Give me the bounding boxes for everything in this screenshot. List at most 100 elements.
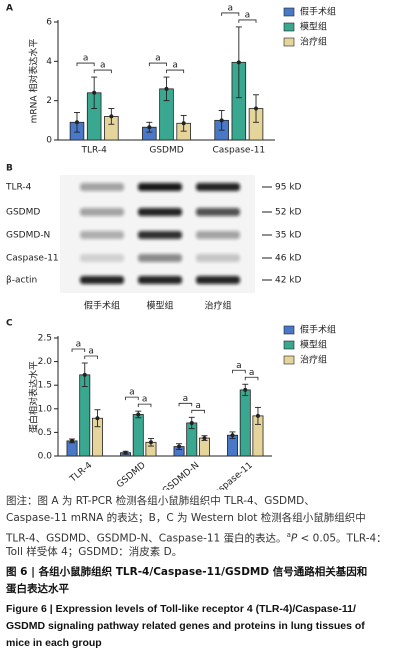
legend-swatch bbox=[283, 22, 295, 32]
significance-bracket bbox=[244, 376, 259, 381]
panel-label: B bbox=[6, 164, 13, 174]
data-point bbox=[136, 412, 141, 417]
caption-title-en: Figure 6 | Expression levels of Toll-lik… bbox=[6, 603, 356, 615]
legend-swatch bbox=[283, 340, 295, 350]
legend-label: 假手术组 bbox=[300, 6, 336, 18]
data-point bbox=[181, 121, 186, 126]
blot-band bbox=[80, 208, 124, 216]
bar bbox=[239, 389, 251, 457]
blot-size-label: 95 kD bbox=[275, 183, 302, 193]
significance-bracket bbox=[137, 403, 152, 408]
data-point bbox=[202, 436, 207, 441]
legend-label: 假手术组 bbox=[300, 324, 336, 336]
blot-lane-label: 假手术组 bbox=[84, 300, 120, 312]
x-tick-label: Caspase-11 bbox=[213, 146, 266, 156]
significance-bracket bbox=[178, 402, 193, 407]
data-point bbox=[164, 86, 169, 91]
y-axis-label: mRNA 相对表达水平 bbox=[28, 39, 40, 124]
legend-label: 模型组 bbox=[300, 21, 327, 33]
x-tick-label: GSDMD-N bbox=[161, 461, 201, 490]
blot-band bbox=[138, 231, 182, 239]
data-point bbox=[92, 90, 97, 95]
caption-title-en: GSDMD signaling pathway related genes an… bbox=[6, 620, 365, 632]
blot-band bbox=[196, 254, 240, 262]
blot-size-label: 35 kD bbox=[275, 231, 302, 241]
y-tick-label: 2.5 bbox=[38, 334, 52, 344]
note-text: TLR-4、GSDMD、GSDMD-N、Caspase-11 蛋白的表达。 bbox=[6, 532, 287, 545]
significance-label: a bbox=[76, 340, 82, 350]
significance-label: a bbox=[172, 61, 178, 71]
bar bbox=[132, 414, 144, 457]
x-tick-label: Caspase-11 bbox=[208, 461, 255, 490]
data-point bbox=[243, 387, 248, 392]
data-point bbox=[236, 60, 241, 65]
data-point bbox=[82, 372, 87, 377]
data-point bbox=[189, 420, 194, 425]
blot-band bbox=[196, 231, 240, 239]
blot-band bbox=[196, 276, 240, 284]
legend-label: 模型组 bbox=[300, 339, 327, 351]
x-tick-label: GSDMD bbox=[115, 461, 148, 490]
legend-swatch bbox=[283, 325, 295, 335]
significance-bracket bbox=[71, 348, 86, 353]
y-tick-label: 1.0 bbox=[38, 404, 53, 414]
blot-row-label: TLR-4 bbox=[5, 183, 32, 193]
blot-size-label: 52 kD bbox=[275, 208, 302, 218]
panel-label: C bbox=[6, 319, 13, 329]
caption-title: 蛋白表达水平 bbox=[6, 583, 69, 595]
x-tick-label: TLR-4 bbox=[68, 460, 95, 485]
blot-size-label: 42 kD bbox=[275, 276, 302, 286]
data-point bbox=[147, 125, 152, 130]
significance-bracket bbox=[84, 355, 98, 360]
note-line: TLR-4、GSDMD、GSDMD-N、Caspase-11 蛋白的表达。aP … bbox=[6, 527, 404, 548]
significance-bracket bbox=[232, 369, 246, 374]
data-point bbox=[219, 118, 224, 123]
significance-label: a bbox=[183, 394, 189, 404]
panel-label: A bbox=[6, 4, 13, 14]
significance-bracket bbox=[93, 69, 112, 74]
blot-band bbox=[196, 208, 240, 216]
x-tick-label: TLR-4 bbox=[80, 146, 107, 156]
y-tick-label: 6 bbox=[46, 18, 52, 28]
x-tick-label: GSDMD bbox=[149, 146, 183, 156]
note-line: Caspase-11 mRNA 的表达；B，C 为 Western blot 检… bbox=[6, 512, 366, 524]
legend-swatch bbox=[283, 7, 295, 17]
blot-lane-label: 模型组 bbox=[146, 300, 173, 312]
caption-title: 图 6 | 各组小鼠肺组织 TLR-4/Caspase-11/GSDMD 信号通… bbox=[6, 566, 368, 578]
significance-label: a bbox=[142, 395, 148, 405]
blot-band bbox=[80, 254, 124, 262]
blot-band bbox=[196, 183, 240, 191]
blot-band bbox=[80, 231, 124, 239]
y-tick-label: 4 bbox=[46, 57, 52, 67]
blot-band bbox=[80, 276, 124, 284]
blot-row-label: Caspase-11 bbox=[6, 254, 59, 264]
data-point bbox=[177, 444, 182, 449]
data-point bbox=[74, 120, 79, 125]
data-point bbox=[70, 438, 75, 443]
blot-band bbox=[138, 276, 182, 284]
legend-label: 治疗组 bbox=[300, 36, 327, 48]
data-point bbox=[148, 440, 153, 445]
data-point bbox=[230, 433, 235, 438]
significance-label: a bbox=[129, 388, 135, 398]
significance-bracket bbox=[221, 12, 240, 16]
significance-label: a bbox=[83, 54, 89, 64]
blot-band bbox=[138, 254, 182, 262]
significance-bracket bbox=[125, 396, 139, 401]
significance-label: a bbox=[236, 361, 242, 371]
legend-swatch bbox=[283, 37, 295, 47]
y-tick-label: 0 bbox=[46, 136, 52, 146]
significance-label: a bbox=[155, 54, 161, 64]
note-line: 图注：图 A 为 RT-PCR 检测各组小鼠肺组织中 TLR-4、GSDMD、 bbox=[6, 495, 315, 507]
blot-band bbox=[80, 183, 124, 191]
data-point bbox=[123, 450, 128, 455]
data-point bbox=[255, 413, 260, 418]
significance-bracket bbox=[148, 62, 167, 67]
significance-label: a bbox=[249, 368, 255, 378]
y-tick-label: 0.5 bbox=[38, 428, 52, 438]
note-text: < 0.05。TLR-4： bbox=[297, 532, 387, 545]
data-point bbox=[109, 114, 114, 119]
blot-size-label: 46 kD bbox=[275, 254, 302, 264]
